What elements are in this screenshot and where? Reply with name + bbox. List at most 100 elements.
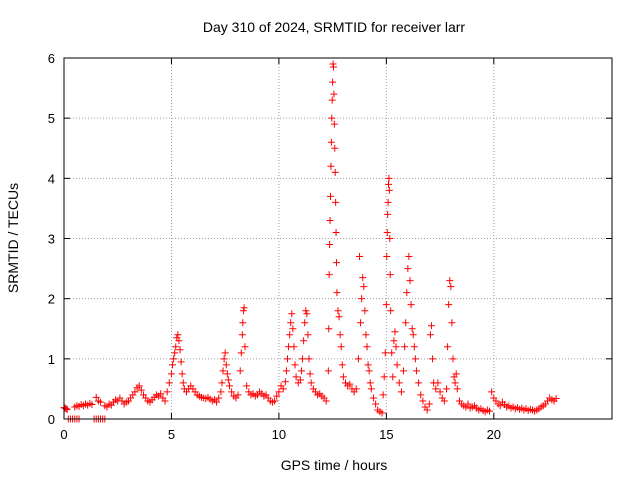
data-point [307, 379, 315, 387]
data-point [381, 349, 389, 357]
data-point [220, 355, 228, 363]
data-point [406, 277, 414, 285]
data-point [392, 343, 400, 351]
data-point [88, 401, 96, 409]
data-point [443, 385, 451, 393]
data-point [167, 370, 175, 378]
data-point [440, 397, 448, 405]
data-point [334, 307, 342, 315]
data-point [385, 180, 393, 188]
data-point [303, 310, 311, 318]
data-point [339, 373, 347, 381]
data-point [355, 253, 363, 261]
data-point [279, 385, 287, 393]
data-point [400, 367, 408, 375]
data-point [425, 400, 433, 408]
data-point [415, 379, 423, 387]
data-point [451, 379, 459, 387]
data-point [330, 120, 338, 128]
data-point [386, 235, 394, 242]
x-tick-label: 10 [272, 427, 286, 442]
data-point [338, 361, 346, 369]
data-point [240, 304, 248, 312]
data-point [175, 337, 183, 345]
data-point [385, 174, 393, 182]
data-point [215, 394, 223, 402]
data-point [306, 370, 314, 378]
data-point [427, 322, 435, 330]
data-point [324, 367, 332, 375]
data-point [283, 355, 291, 363]
x-tick-label: 5 [168, 427, 175, 442]
data-point [364, 361, 372, 369]
data-point [238, 331, 246, 339]
data-point [219, 367, 227, 375]
data-point [412, 367, 420, 375]
data-point [172, 343, 180, 351]
data-point [404, 265, 412, 273]
data-point [380, 373, 388, 381]
data-point [328, 114, 336, 122]
data-point [236, 367, 244, 375]
data-point [426, 331, 434, 339]
data-point [401, 343, 409, 351]
data-point [388, 349, 396, 357]
data-point [366, 379, 374, 387]
data-point [367, 385, 375, 393]
data-point [336, 331, 344, 339]
data-point [222, 361, 230, 369]
y-tick-label: 0 [48, 412, 55, 427]
data-point [332, 228, 340, 236]
data-point [337, 343, 345, 351]
y-tick-label: 3 [48, 232, 55, 247]
data-point [289, 325, 297, 333]
data-point [325, 325, 333, 333]
data-point [299, 355, 307, 363]
data-point [464, 400, 472, 408]
data-point [397, 388, 405, 396]
data-point [383, 253, 391, 261]
data-point [332, 198, 340, 206]
data-point [131, 388, 139, 396]
data-point [290, 343, 298, 351]
data-point [552, 395, 560, 403]
data-point [224, 376, 232, 384]
data-point [292, 373, 300, 381]
data-point [357, 319, 365, 327]
data-point [271, 397, 279, 405]
data-point [358, 295, 366, 303]
data-point [407, 301, 415, 309]
data-point [282, 367, 290, 375]
data-point [170, 355, 178, 363]
data-point [161, 397, 169, 405]
data-point [434, 379, 442, 387]
data-point [389, 373, 397, 381]
data-point [361, 307, 369, 315]
data-point [137, 386, 145, 394]
data-point [331, 168, 339, 176]
data-point [157, 390, 165, 398]
chart-title: Day 310 of 2024, SRMTID for receiver lar… [203, 19, 466, 35]
data-point [382, 301, 390, 309]
data-point [297, 367, 305, 375]
data-point [273, 392, 281, 400]
x-tick-label: 0 [60, 427, 67, 442]
data-point [281, 378, 289, 386]
y-tick-label: 1 [48, 352, 55, 367]
data-point [378, 409, 386, 417]
data-point [444, 343, 452, 351]
data-point [410, 343, 418, 351]
data-point [287, 319, 295, 327]
data-point [176, 346, 184, 354]
data-point [304, 331, 312, 339]
data-point [302, 307, 310, 315]
data-point [359, 274, 367, 282]
data-point [331, 144, 339, 152]
data-point [333, 289, 341, 297]
data-point [328, 96, 336, 104]
data-point [326, 216, 334, 224]
data-point [488, 388, 496, 396]
data-point [327, 162, 335, 170]
y-tick-label: 6 [48, 51, 55, 66]
data-point [369, 394, 377, 402]
